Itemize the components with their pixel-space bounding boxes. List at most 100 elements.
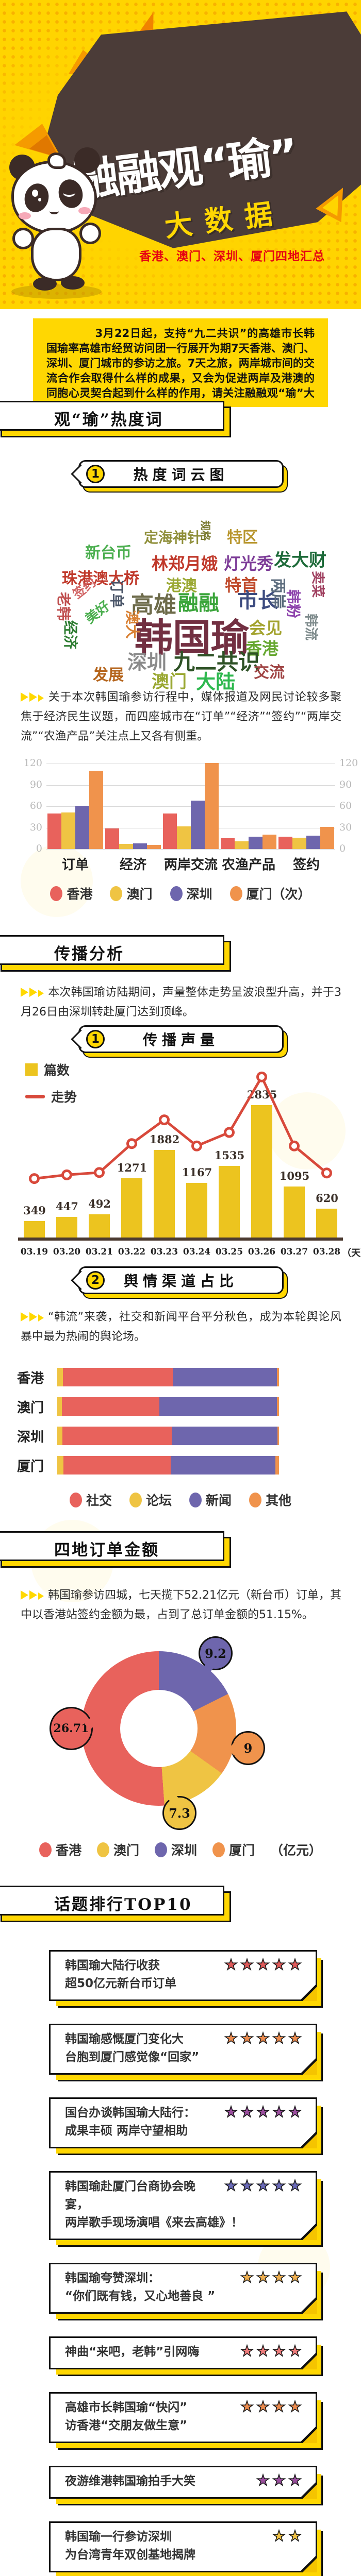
hot-words-cloud: 定海神针 特区 规格 新台币 林郑月娥 灯光秀 发大财 珠港澳大桥 港澳 特首 签约 订单 高雄 融融 市长…: [36, 520, 326, 693]
topic-text: 超50亿元新台币订单: [65, 1977, 177, 1990]
bar-香港: [163, 813, 177, 849]
topic-card-4: 韩国瑜赴厦门台商协会晚宴， 两岸歌手现场演唱《来去高雄》！ ★★★★★: [49, 2171, 317, 2240]
legend-marker: [154, 1842, 167, 1857]
bar-香港: [105, 828, 119, 849]
wordcloud-word: 经济: [62, 620, 79, 650]
volume-bar: [121, 1178, 142, 1238]
volume-bar: [24, 1221, 45, 1238]
wordcloud-word: 大陆: [195, 670, 236, 693]
star-rating: ★★★★★: [224, 2176, 304, 2195]
wordcloud-word: 融融: [178, 591, 219, 615]
intro-text: 3月22日起，支持“九二共识”的高雄市长韩国瑜率高雄市经贸访问团一行展开为期7天…: [46, 327, 315, 414]
y-axis-tick: 120: [23, 757, 42, 769]
star-rating: ★★★★: [240, 2342, 304, 2360]
badge-volume: 1 传播声量: [78, 1025, 284, 1053]
trend-line: [29, 1071, 332, 1184]
badge-wordcloud: 1 热度词云图: [78, 460, 284, 488]
folded-corner-decoration: [301, 2132, 317, 2148]
volume-bar: [219, 1166, 240, 1238]
channel-city-label: 澳门: [17, 1400, 44, 1416]
bar-深圳: [249, 837, 262, 849]
bar-group: [46, 770, 104, 849]
topic-text: 夜游维港韩国瑜拍手大笑: [65, 2475, 195, 2488]
segment-社交: [61, 1397, 159, 1416]
topic-text: 高雄市长韩国瑜“快闪”: [65, 2401, 188, 2414]
volume-bar: [251, 1105, 272, 1238]
legend-marker: [212, 1842, 225, 1857]
topic-text: 访香港“交朋友做生意”: [65, 2419, 188, 2432]
triple-arrow-icon: [21, 986, 45, 999]
volume-value-label: 1271: [117, 1161, 147, 1174]
folded-corner-decoration: [301, 2482, 317, 2499]
volume-value-label: 1535: [214, 1149, 245, 1162]
folded-corner-decoration: [301, 2353, 317, 2369]
segment-新闻: [172, 1427, 277, 1445]
legend-marker: [96, 1842, 109, 1857]
wordcloud-word: 灯光秀: [223, 554, 274, 573]
badge-label: 传播声量: [142, 1031, 219, 1048]
y-axis-tick: 30: [29, 821, 42, 833]
wordcloud-word: 市长: [237, 589, 278, 613]
folded-corner-decoration: [301, 2297, 317, 2314]
wordcloud-word: 特首: [224, 575, 258, 595]
wordcloud-word: 卖菜: [309, 570, 325, 598]
section-header-label: 观“瑜”热度词: [54, 411, 163, 429]
badge-channels: 2 舆情渠道占比: [78, 1266, 284, 1294]
volume-value-label: 1167: [182, 1166, 212, 1179]
folded-corner-decoration: [301, 2058, 317, 2075]
chart-legend: 香港 澳门 深圳 厦门（次）: [15, 884, 346, 903]
badge-number: 1: [86, 465, 105, 483]
topic-text: 神曲“来吧，老韩”引网嗨: [65, 2345, 200, 2359]
y-axis-tick: 120: [339, 757, 358, 769]
value-bubble-深圳: 9.2: [199, 1636, 233, 1674]
volume-value-label: 447: [56, 1199, 78, 1213]
y-axis-tick: 60: [29, 800, 42, 811]
section-header-hot-words: 观“瑜”热度词: [0, 401, 224, 431]
y-axis-tick: 0: [36, 843, 42, 854]
segment-论坛: [57, 1397, 62, 1416]
topic-text: 成果丰硕 两岸守望相助: [65, 2124, 188, 2138]
x-tick-label: 03.25: [215, 1247, 243, 1257]
badge-label: 舆情渠道占比: [123, 1273, 238, 1290]
paragraph-text: “韩流”来袭，社交和新闻平台平分秋色，成为本轮舆论风暴中最为热闹的舆论场。: [21, 1311, 341, 1343]
bar-澳门: [292, 837, 306, 849]
category-label: 签约: [292, 857, 320, 873]
chart-legend: 社交 论坛 新闻 其他: [17, 1490, 344, 1509]
wordcloud-word: 交流: [254, 664, 285, 682]
wordcloud-word: 高雄: [131, 592, 176, 618]
segment-新闻: [159, 1397, 277, 1416]
channel-row: 厦门: [17, 1456, 344, 1475]
category-label: 两岸交流: [163, 857, 218, 873]
wordcloud-word: 韩国瑜: [135, 616, 249, 660]
legend-item: 厦门（次）: [229, 884, 311, 903]
paragraph-text: 关于本次韩国瑜参访行程中，媒体报道及网民讨论较多聚焦于经济民生议题，而四座城市在…: [21, 691, 341, 743]
bar-深圳: [75, 805, 89, 849]
legend-item-bars: 篇数: [25, 1060, 77, 1079]
bar-香港: [221, 838, 235, 849]
category-label: 农渔产品: [221, 857, 275, 873]
wordcloud-word: 韩粉: [285, 589, 302, 619]
wordcloud-analysis-paragraph: 关于本次韩国瑜参访行程中，媒体报道及网民讨论较多聚焦于经济民生议题，而四座城市在…: [21, 688, 341, 747]
section-header-spread-analysis: 传播分析: [0, 935, 224, 965]
legend-marker: [229, 886, 242, 901]
wordcloud-word: 规格: [199, 520, 212, 541]
legend-item: 香港: [50, 884, 92, 903]
legend-item: 深圳: [154, 1840, 197, 1859]
chart-legend: 篇数 走势: [25, 1060, 77, 1114]
folded-corner-decoration: [301, 2427, 317, 2443]
topic-text: 两岸歌手现场演唱《来去高雄》！: [65, 2216, 243, 2229]
volume-bar: [284, 1186, 305, 1238]
wordcloud-word: 会见: [249, 618, 283, 638]
segment-社交: [62, 1427, 172, 1445]
topic-card-5: 韩国瑜夸赞深圳： “你们既有钱，又心地善良 ” ★★★★: [49, 2263, 317, 2314]
volume-bar: [316, 1208, 337, 1238]
y-axis-tick: 30: [339, 821, 352, 833]
chart-legend: 香港 澳门 深圳 厦门 （亿元）: [0, 1840, 361, 1859]
segment-新闻: [172, 1368, 277, 1386]
legend-item: 澳门: [110, 884, 153, 903]
topic-card-7: 高雄市长韩国瑜“快闪” 访香港“交朋友做生意” ★★★★: [49, 2392, 317, 2443]
topic-card-2: 韩国瑜感慨厦门变化大 台胞到厦门感觉像“回家” ★★★★★: [49, 2024, 317, 2075]
donut-ring: [81, 1651, 236, 1806]
segment-论坛: [57, 1368, 63, 1386]
panda-mascot: [3, 137, 109, 299]
